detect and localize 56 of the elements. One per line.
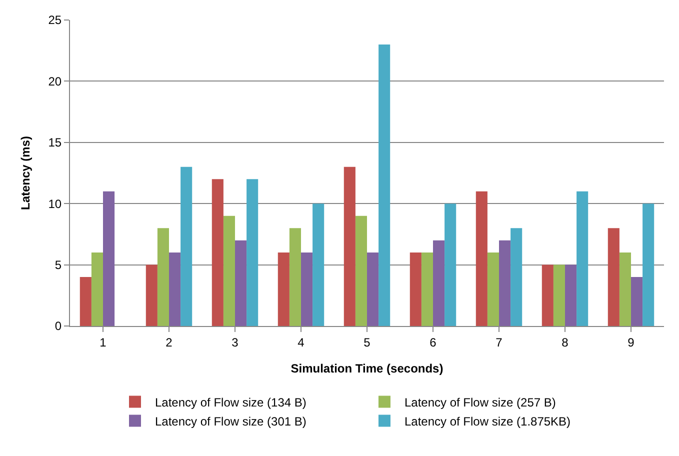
- x-tick-label: 8: [562, 335, 569, 350]
- bar: [212, 179, 224, 326]
- x-tick-label: 2: [166, 335, 173, 350]
- y-tick-label: 20: [48, 74, 62, 88]
- bar: [367, 252, 379, 326]
- bar: [565, 264, 577, 326]
- bar: [378, 44, 390, 326]
- x-tick-label: 7: [496, 335, 503, 350]
- legend-label: Latency of Flow size (1.875KB): [404, 414, 571, 428]
- bar: [312, 204, 324, 326]
- bar: [642, 204, 654, 326]
- bar: [103, 191, 115, 326]
- y-tick-label: 0: [54, 319, 62, 334]
- bar: [355, 216, 367, 326]
- x-tick-label: 3: [232, 335, 239, 350]
- legend-label: Latency of Flow size (301 B): [155, 414, 306, 428]
- bar: [246, 179, 258, 326]
- bar: [91, 252, 103, 326]
- bar: [421, 252, 433, 326]
- bar: [289, 228, 301, 326]
- y-tick-label: 15: [48, 136, 62, 150]
- bar: [301, 252, 313, 326]
- bar: [180, 166, 192, 326]
- bar: [235, 240, 247, 326]
- x-tick-label: 6: [430, 335, 437, 350]
- x-tick-label: 9: [628, 335, 635, 350]
- bar: [553, 264, 565, 326]
- legend-label: Latency of Flow size (134 B): [155, 395, 306, 410]
- y-axis-title: Latency (ms): [18, 136, 33, 210]
- x-axis-title: Simulation Time (seconds): [290, 361, 444, 376]
- x-tick-label: 5: [364, 335, 371, 350]
- bar: [278, 252, 290, 326]
- bar: [410, 252, 422, 326]
- bar: [487, 252, 499, 326]
- bar: [510, 228, 522, 326]
- bar: [223, 216, 235, 326]
- y-tick-label: 10: [48, 196, 62, 211]
- legend-label: Latency of Flow size (257 B): [404, 395, 556, 410]
- bar: [542, 264, 554, 326]
- bar: [444, 204, 456, 326]
- bar: [576, 191, 588, 326]
- bar: [146, 264, 158, 326]
- bar: [608, 228, 620, 326]
- bar: [476, 191, 488, 326]
- bar: [433, 240, 445, 326]
- y-tick-label: 5: [54, 258, 62, 272]
- bar: [499, 240, 511, 326]
- x-tick-label: 4: [298, 335, 305, 350]
- bar: [157, 228, 169, 326]
- x-tick-label: 1: [100, 335, 107, 350]
- bar: [631, 277, 643, 326]
- bar: [80, 277, 92, 326]
- y-tick-label: 25: [48, 13, 62, 28]
- bar: [169, 252, 181, 326]
- bar: [344, 166, 356, 326]
- bar: [619, 252, 631, 326]
